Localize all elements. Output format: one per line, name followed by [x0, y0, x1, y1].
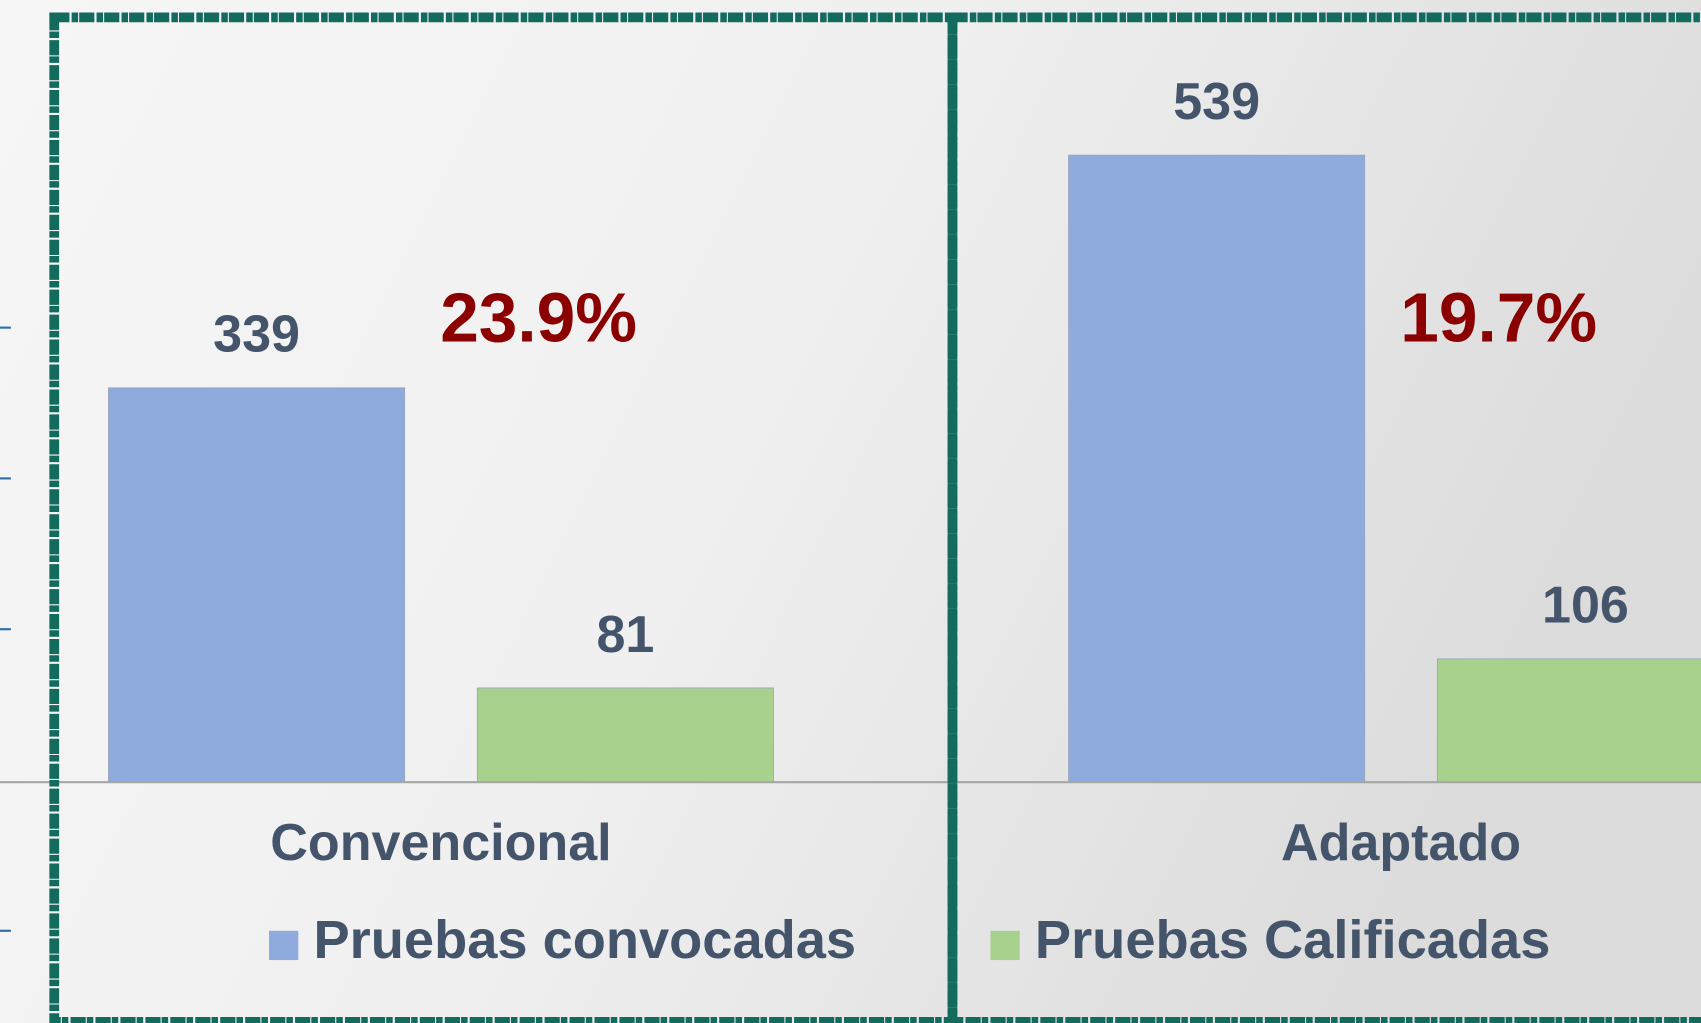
data-label: 339: [213, 306, 300, 364]
bar: [1436, 658, 1701, 783]
frames: [49, 12, 1701, 1023]
x-tick-label: Convencional: [270, 814, 611, 872]
bar: [476, 687, 774, 783]
bar: [1068, 154, 1366, 783]
bar: [108, 387, 406, 783]
data-label: 106: [1542, 577, 1629, 635]
annotation: 19.7%: [1400, 279, 1597, 357]
data-label: 539: [1173, 73, 1260, 131]
legend-label: Pruebas Calificadas: [1035, 910, 1550, 970]
legend-swatch: [990, 930, 1020, 961]
legend-swatch: [269, 930, 299, 961]
x-tick-label: Adaptado: [1281, 814, 1521, 872]
data-label: 81: [596, 606, 654, 664]
legend-label: Pruebas convocadas: [314, 910, 857, 970]
axis-ticks: [0, 326, 11, 932]
annotation: 23.9%: [440, 279, 637, 357]
